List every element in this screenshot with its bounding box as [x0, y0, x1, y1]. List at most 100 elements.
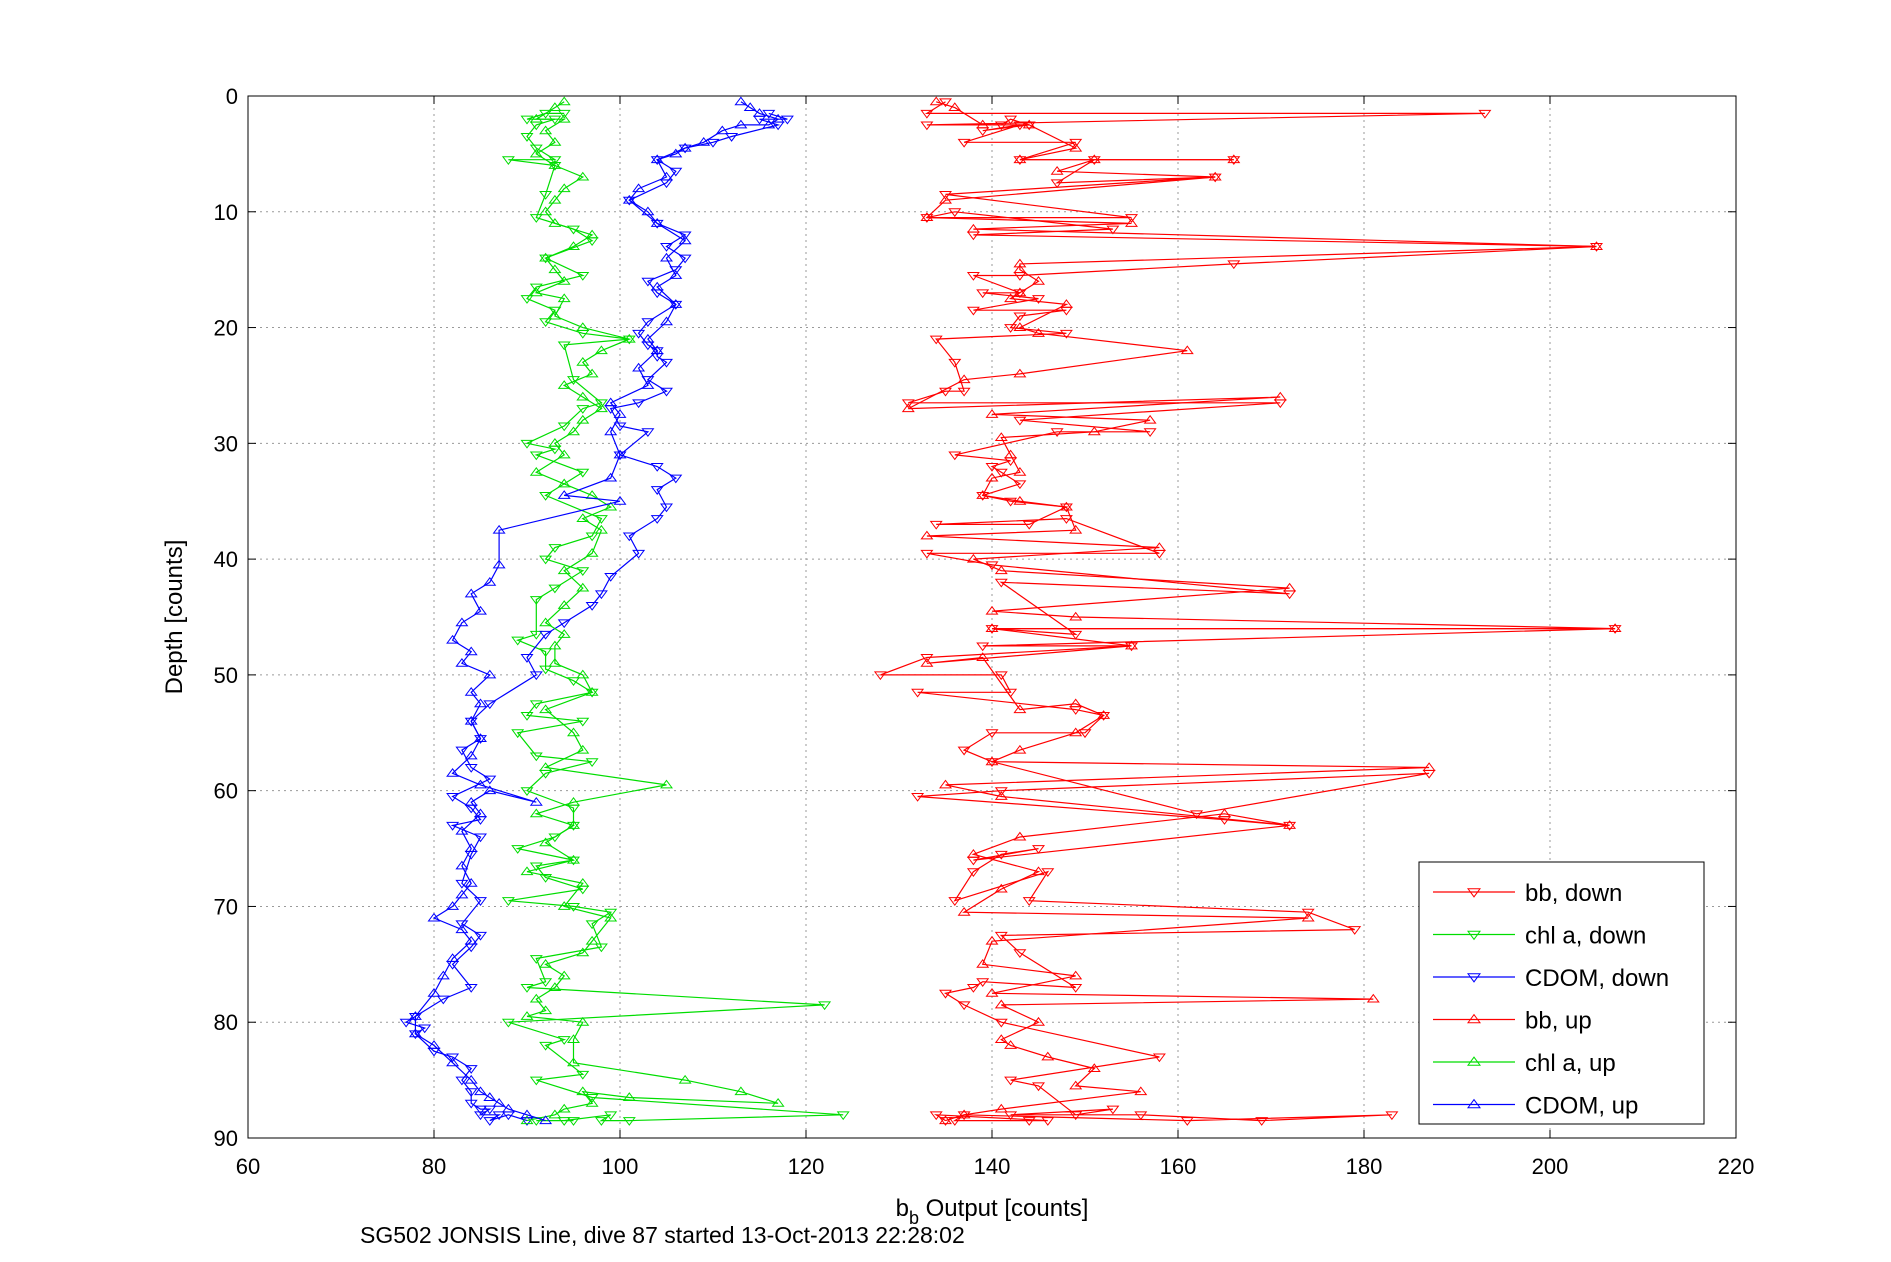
data-point — [901, 399, 915, 409]
data-point — [1608, 623, 1622, 633]
series-3 — [901, 96, 1622, 1125]
data-point — [557, 113, 571, 123]
data-point — [539, 318, 553, 328]
data-point — [641, 380, 655, 389]
data-point — [873, 671, 887, 681]
data-point — [585, 532, 599, 542]
data-point — [455, 658, 469, 667]
data-point — [976, 119, 990, 129]
data-point — [594, 524, 608, 534]
data-point — [474, 779, 487, 789]
data-point — [762, 119, 776, 129]
data-point — [976, 652, 990, 661]
data-point — [557, 629, 571, 638]
data-point — [455, 860, 469, 870]
data-point — [557, 380, 571, 389]
data-point — [594, 345, 608, 355]
data-point — [492, 1111, 506, 1121]
data-point — [436, 970, 450, 980]
data-point — [501, 1018, 515, 1028]
data-point — [520, 1109, 534, 1119]
data-point — [985, 729, 999, 739]
data-point — [1422, 762, 1436, 771]
data-point — [520, 295, 534, 304]
data-point — [464, 646, 478, 656]
data-point — [985, 623, 999, 633]
data-point — [1069, 727, 1083, 737]
data-point — [539, 109, 553, 119]
data-point — [911, 792, 925, 802]
data-point — [1069, 138, 1083, 148]
data-point — [966, 553, 980, 563]
data-point — [976, 127, 990, 137]
legend-marker — [1467, 1013, 1481, 1024]
data-point — [660, 358, 673, 368]
data-point — [1227, 260, 1241, 270]
data-point — [985, 987, 999, 997]
data-point — [1013, 287, 1027, 297]
data-point — [539, 704, 553, 714]
data-point — [576, 391, 590, 401]
data-point — [576, 468, 590, 478]
data-point — [557, 96, 571, 106]
data-point — [1143, 428, 1157, 438]
series-4 — [520, 96, 785, 1125]
data-point — [520, 787, 534, 796]
data-point — [529, 862, 543, 872]
data-point — [585, 935, 599, 945]
data-point — [1059, 329, 1073, 339]
data-point — [669, 299, 683, 308]
data-point — [697, 137, 711, 146]
data-point — [1283, 582, 1297, 592]
data-point — [771, 113, 785, 123]
data-point — [501, 156, 515, 165]
data-point — [929, 520, 943, 530]
data-point — [1366, 993, 1380, 1003]
data-point — [929, 1111, 943, 1121]
data-point — [1087, 154, 1101, 164]
data-point — [557, 1103, 571, 1113]
data-point — [1301, 908, 1315, 918]
data-point — [1013, 495, 1027, 505]
data-point — [1050, 428, 1064, 438]
data-point — [455, 924, 469, 934]
data-point — [529, 451, 543, 461]
y-tick-label: 30 — [214, 431, 238, 456]
data-point — [920, 530, 934, 540]
data-point — [1013, 831, 1027, 841]
data-point — [594, 403, 608, 413]
data-point — [1218, 808, 1231, 818]
data-point — [678, 144, 692, 154]
data-point — [948, 102, 962, 112]
data-point — [548, 137, 562, 146]
data-point — [567, 854, 580, 864]
data-point — [539, 837, 553, 847]
data-point — [585, 368, 599, 378]
data-point — [762, 109, 776, 119]
data-point — [994, 121, 1008, 131]
data-point — [604, 573, 618, 582]
data-point — [520, 115, 534, 125]
data-point — [539, 874, 553, 883]
data-point — [604, 397, 618, 407]
data-point — [994, 791, 1008, 800]
data-point — [1590, 243, 1603, 252]
x-tick-label: 80 — [422, 1154, 446, 1179]
data-point — [529, 148, 543, 158]
data-point — [1004, 1076, 1018, 1086]
data-point — [1013, 312, 1027, 322]
data-point — [836, 1111, 850, 1121]
data-point — [474, 735, 487, 744]
data-point — [1125, 218, 1138, 227]
data-point — [939, 1115, 952, 1125]
data-point — [464, 843, 478, 853]
data-point — [1032, 1016, 1045, 1026]
data-point — [994, 883, 1008, 893]
data-point — [920, 212, 934, 222]
legend-label: bb, up — [1525, 1008, 1592, 1035]
legend-marker — [1467, 1098, 1481, 1109]
data-point — [576, 271, 590, 281]
legend-label: CDOM, down — [1525, 965, 1669, 992]
y-tick-label: 90 — [214, 1126, 238, 1151]
data-point — [539, 762, 553, 771]
